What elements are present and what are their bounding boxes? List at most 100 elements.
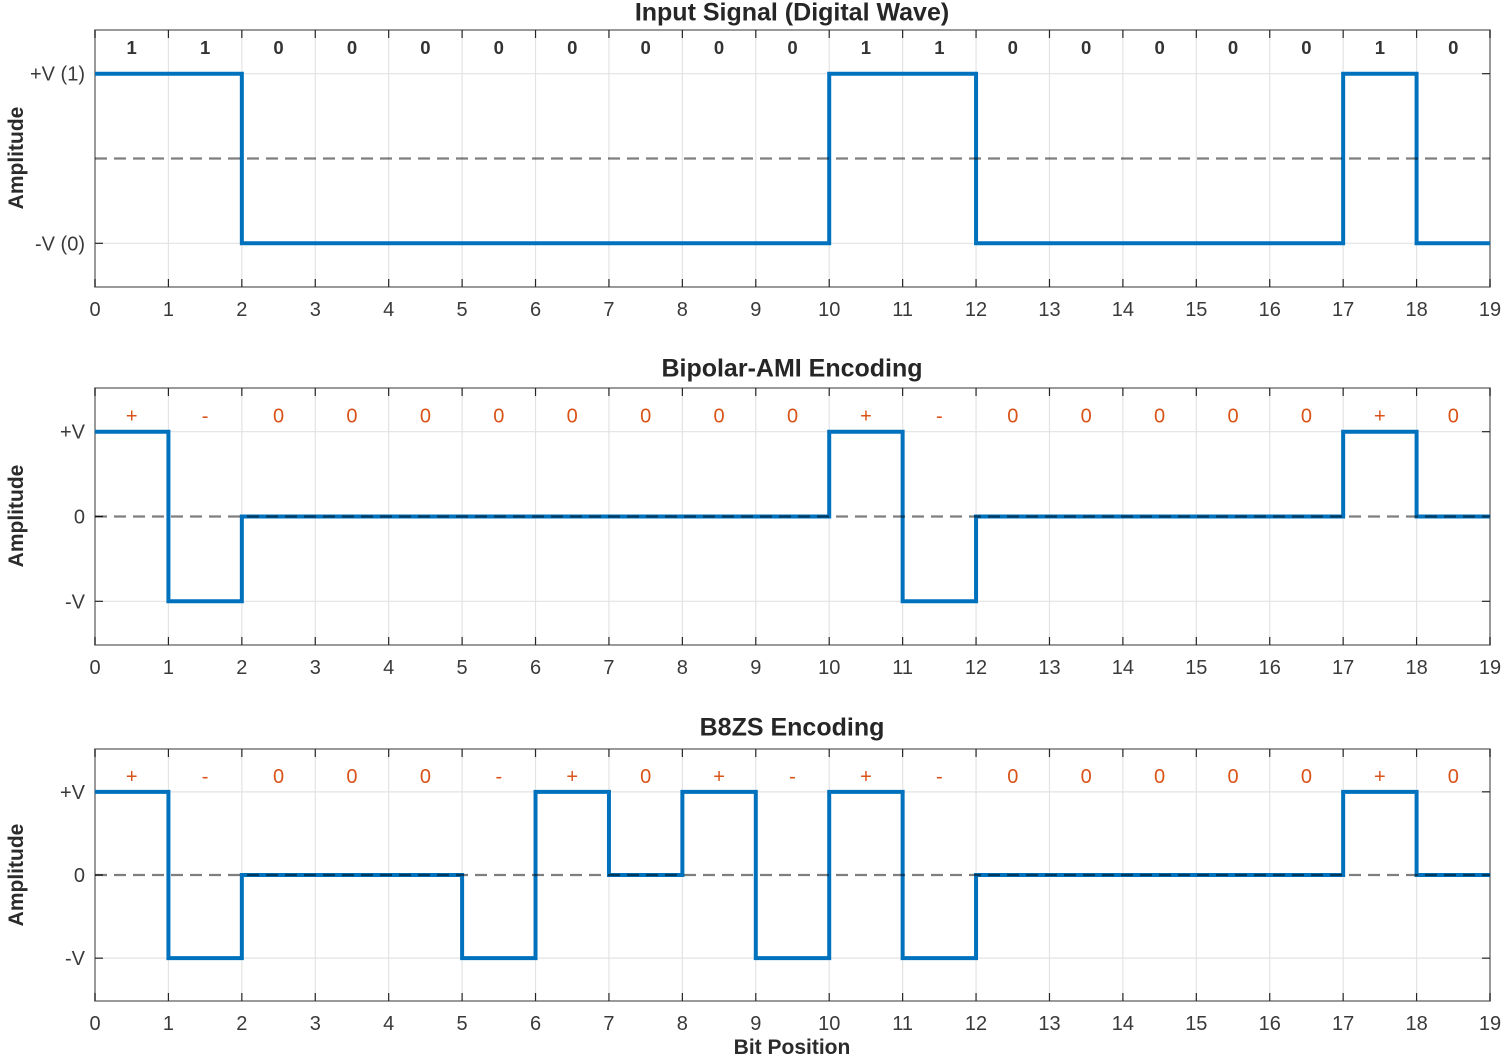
x-tick-label: 8 (677, 657, 688, 679)
y-tick-label: 0 (74, 865, 85, 887)
bit-annotation: 0 (1448, 37, 1458, 58)
x-tick-label: 2 (236, 299, 247, 321)
y-tick-label: -V (0) (35, 233, 85, 255)
x-tick-label: 6 (530, 1013, 541, 1035)
bit-annotation: 0 (787, 405, 798, 427)
x-tick-labels: 0 1 2 3 4 5 6 7 8 9 10 11 12 13 14 15 16 17 18 19 (89, 1013, 1501, 1035)
x-tick-label: 18 (1405, 299, 1427, 321)
x-tick-label: 2 (236, 657, 247, 679)
y-tick-labels: +V 0 -V (60, 422, 86, 614)
subplot2-title: Bipolar-AMI Encoding (661, 354, 923, 383)
y-tick-label: 0 (74, 507, 85, 529)
x-tick-label: 16 (1259, 1013, 1281, 1035)
bit-annotation: 1 (200, 37, 210, 58)
bit-annotation: 0 (1448, 405, 1459, 427)
bit-annotation: 0 (1008, 37, 1018, 58)
x-tick-label: 2 (236, 1013, 247, 1035)
bit-annotation: 0 (1081, 405, 1092, 427)
bit-annotation: 0 (273, 37, 283, 58)
bit-annotations: 1 1 0 0 0 0 0 0 0 0 1 1 0 0 0 0 0 1 0 (127, 37, 1459, 58)
subplot2-ylabel: Amplitude (5, 464, 28, 568)
bit-annotation: 0 (493, 405, 504, 427)
x-tick-label: 5 (457, 1013, 468, 1035)
bit-annotation: 0 (714, 37, 724, 58)
x-tick-label: 9 (750, 657, 761, 679)
bit-annotation: 0 (714, 405, 725, 427)
x-tick-label: 7 (603, 657, 614, 679)
bit-annotation: + (1374, 405, 1386, 427)
x-tick-label: 3 (310, 299, 321, 321)
x-tick-label: 15 (1185, 657, 1207, 679)
bit-annotation: 0 (347, 37, 357, 58)
bit-annotation: 0 (420, 766, 431, 788)
bit-annotation: 0 (420, 37, 430, 58)
y-tick-label: -V (65, 591, 86, 613)
x-tick-label: 19 (1479, 657, 1501, 679)
bit-annotation: - (202, 405, 209, 427)
bit-annotation: 0 (1301, 37, 1311, 58)
bit-annotation: + (126, 405, 138, 427)
x-tick-label: 9 (750, 299, 761, 321)
x-tick-label: 1 (163, 657, 174, 679)
bit-annotation: 0 (1227, 405, 1238, 427)
x-tick-label: 17 (1332, 657, 1354, 679)
x-tick-label: 8 (677, 1013, 688, 1035)
bit-annotation: + (860, 766, 872, 788)
subplot-1: 0 1 2 3 4 5 6 7 8 9 10 11 12 13 14 15 16 17 18 19+V (1)-V (… (30, 29, 1501, 321)
subplot3-title: B8ZS Encoding (699, 713, 885, 742)
x-tick-label: 17 (1332, 299, 1354, 321)
bit-annotation: 1 (934, 37, 944, 58)
x-tick-label: 14 (1112, 299, 1134, 321)
x-tick-label: 12 (965, 1013, 987, 1035)
x-tick-label: 10 (818, 299, 840, 321)
bit-annotation: 0 (1154, 405, 1165, 427)
y-tick-label: +V (1) (30, 64, 85, 86)
bit-annotation: + (860, 405, 872, 427)
x-tick-label: 4 (383, 299, 394, 321)
bit-annotation: 0 (273, 405, 284, 427)
x-tick-label: 5 (457, 657, 468, 679)
bit-annotation: 0 (787, 37, 797, 58)
x-tick-label: 3 (310, 657, 321, 679)
x-tick-label: 14 (1112, 657, 1134, 679)
x-tick-label: 7 (603, 299, 614, 321)
bit-annotation: 0 (494, 37, 504, 58)
bit-annotation: + (566, 766, 578, 788)
bit-annotation: 0 (1007, 766, 1018, 788)
x-tick-label: 11 (892, 299, 913, 321)
x-tick-label: 6 (530, 657, 541, 679)
subplot3-ylabel: Amplitude (5, 823, 28, 927)
x-tick-label: 15 (1185, 299, 1207, 321)
bit-annotation: + (1374, 766, 1386, 788)
bit-annotation: 0 (1154, 766, 1165, 788)
bit-annotation: 0 (1301, 766, 1312, 788)
x-tick-label: 12 (965, 657, 987, 679)
x-tick-label: 0 (89, 657, 100, 679)
bit-annotation: 0 (1007, 405, 1018, 427)
y-tick-labels: +V 0 -V (60, 782, 86, 970)
x-tick-label: 3 (310, 1013, 321, 1035)
x-tick-label: 18 (1405, 657, 1427, 679)
x-tick-label: 1 (163, 1013, 174, 1035)
x-tick-label: 1 (163, 299, 174, 321)
x-tick-label: 4 (383, 1013, 394, 1035)
bit-annotation: 0 (1081, 37, 1091, 58)
x-tick-label: 0 (89, 299, 100, 321)
bit-annotation: + (126, 766, 138, 788)
x-tick-label: 18 (1405, 1013, 1427, 1035)
x-tick-label: 10 (818, 1013, 840, 1035)
bit-annotation: 0 (1154, 37, 1164, 58)
bit-annotation: - (789, 766, 796, 788)
x-tick-label: 8 (677, 299, 688, 321)
x-tick-label: 13 (1038, 657, 1060, 679)
x-tick-labels: 0 1 2 3 4 5 6 7 8 9 10 11 12 13 14 15 16 17 18 19 (89, 299, 1501, 321)
bit-annotation: - (936, 405, 943, 427)
bit-annotation: 0 (1081, 766, 1092, 788)
subplot-2: 0 1 2 3 4 5 6 7 8 9 10 11 12 13 14 15 16 17 18 19+V0-V+ -0 0 0… (60, 387, 1501, 679)
bit-annotation: 0 (273, 766, 284, 788)
x-tick-label: 13 (1038, 299, 1060, 321)
x-tick-label: 16 (1259, 657, 1281, 679)
x-tick-label: 10 (818, 657, 840, 679)
x-tick-label: 13 (1038, 1013, 1060, 1035)
